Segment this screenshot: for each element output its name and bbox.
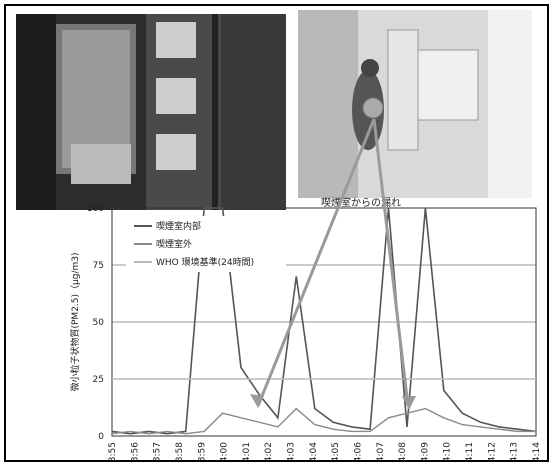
smoking-room-photo-drawing (16, 14, 286, 210)
x-tick-14:12: 14:12 (487, 442, 497, 462)
smoking-room-photo (16, 14, 286, 210)
legend-box (126, 216, 286, 272)
arrowhead-1401 (250, 394, 264, 408)
x-tick-14:08: 14:08 (398, 442, 408, 462)
x-tick-13:56: 13:56 (130, 442, 140, 462)
x-tick-14:06: 14:06 (353, 442, 363, 462)
x-tick-14:05: 14:05 (331, 442, 341, 462)
y-axis-title: 微小粒子状物質(PM2.5)（μg/m3) (69, 252, 81, 391)
x-tick-13:58: 13:58 (175, 442, 185, 462)
arrow-to-1401 (256, 118, 376, 407)
plot-area (111, 207, 537, 437)
x-tick-13:57: 13:57 (153, 442, 163, 462)
y-tick-50: 50 (93, 318, 105, 328)
legend-label-inside: 喫煙室内部 (156, 220, 201, 232)
x-tick-14:10: 14:10 (443, 442, 453, 462)
x-tick-14:04: 14:04 (309, 442, 319, 462)
x-tick-labels: 13:55 13:56 13:57 13:58 13:59 14:00 14:01 14:02… (108, 442, 542, 462)
x-tick-14:02: 14:02 (264, 442, 274, 462)
x-tick-14:07: 14:07 (376, 442, 386, 462)
y-tick-25: 25 (93, 375, 104, 385)
hallway-photo-drawing (298, 10, 532, 198)
y-tick-75: 75 (93, 261, 104, 271)
legend-label-who: WHO 環境基準(24時間) (156, 256, 254, 268)
series-line-0 (111, 207, 537, 435)
figure-frame: 喫煙室からの漏れ 0 25 50 75 100 13:55 13:56 13:57 13:58… (4, 4, 549, 462)
legend: 喫煙室内部 喫煙室外 WHO 環境基準(24時間) (126, 216, 286, 272)
pm25-line-chart: 喫煙室からの漏れ 0 25 50 75 100 13:55 13:56 13:57 13:58… (69, 118, 542, 462)
x-tick-14:11: 14:11 (465, 442, 475, 462)
hallway-photo (298, 10, 532, 198)
series-lines (111, 207, 537, 435)
legend-label-outside: 喫煙室外 (156, 238, 192, 250)
x-tick-14:13: 14:13 (510, 442, 520, 462)
y-tick-100: 100 (87, 204, 104, 214)
x-tick-14:14: 14:14 (532, 442, 542, 462)
chart-title: 喫煙室からの漏れ (321, 196, 401, 209)
arrow-to-1410 (372, 118, 410, 407)
series-line-1 (111, 407, 536, 435)
annotation-arrows (250, 118, 416, 410)
arrowhead-1410 (402, 396, 416, 410)
x-tick-13:59: 13:59 (197, 442, 207, 462)
x-tick-13:55: 13:55 (108, 442, 118, 462)
x-tick-14:01: 14:01 (242, 442, 252, 462)
x-tick-14:09: 14:09 (420, 442, 430, 462)
y-tick-0: 0 (98, 432, 104, 442)
y-tick-labels: 0 25 50 75 100 (87, 204, 104, 442)
x-tick-14:00: 14:00 (220, 442, 230, 462)
x-tick-14:03: 14:03 (287, 442, 297, 462)
